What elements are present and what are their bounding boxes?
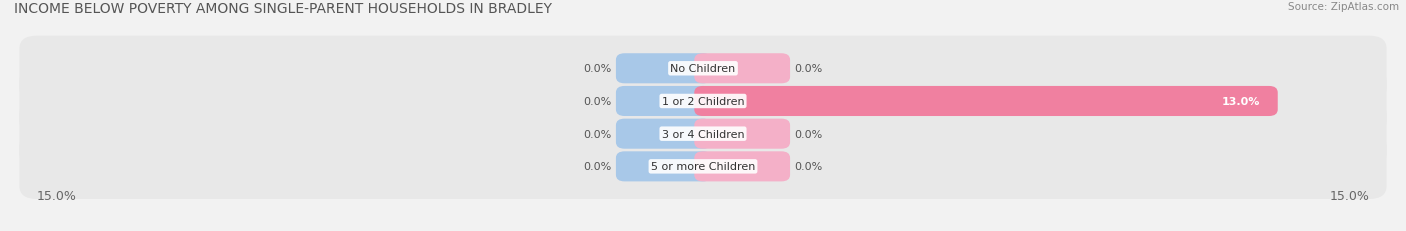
Text: 3 or 4 Children: 3 or 4 Children <box>662 129 744 139</box>
Text: No Children: No Children <box>671 64 735 74</box>
Text: 0.0%: 0.0% <box>583 162 612 172</box>
FancyBboxPatch shape <box>695 152 790 182</box>
Text: 0.0%: 0.0% <box>794 64 823 74</box>
FancyBboxPatch shape <box>20 69 1386 134</box>
Text: Source: ZipAtlas.com: Source: ZipAtlas.com <box>1288 2 1399 12</box>
Text: 0.0%: 0.0% <box>794 129 823 139</box>
FancyBboxPatch shape <box>695 87 1278 116</box>
FancyBboxPatch shape <box>616 87 711 116</box>
Text: 15.0%: 15.0% <box>37 189 77 202</box>
FancyBboxPatch shape <box>695 54 790 84</box>
FancyBboxPatch shape <box>616 54 711 84</box>
Text: 13.0%: 13.0% <box>1222 97 1260 106</box>
Text: 0.0%: 0.0% <box>583 129 612 139</box>
Text: INCOME BELOW POVERTY AMONG SINGLE-PARENT HOUSEHOLDS IN BRADLEY: INCOME BELOW POVERTY AMONG SINGLE-PARENT… <box>14 2 553 16</box>
FancyBboxPatch shape <box>20 102 1386 167</box>
Text: 0.0%: 0.0% <box>583 64 612 74</box>
Text: 1 or 2 Children: 1 or 2 Children <box>662 97 744 106</box>
FancyBboxPatch shape <box>20 134 1386 199</box>
Text: 15.0%: 15.0% <box>1329 189 1369 202</box>
FancyBboxPatch shape <box>616 119 711 149</box>
Text: 5 or more Children: 5 or more Children <box>651 162 755 172</box>
FancyBboxPatch shape <box>20 36 1386 101</box>
FancyBboxPatch shape <box>616 152 711 182</box>
FancyBboxPatch shape <box>695 119 790 149</box>
Text: 0.0%: 0.0% <box>583 97 612 106</box>
Text: 0.0%: 0.0% <box>794 162 823 172</box>
